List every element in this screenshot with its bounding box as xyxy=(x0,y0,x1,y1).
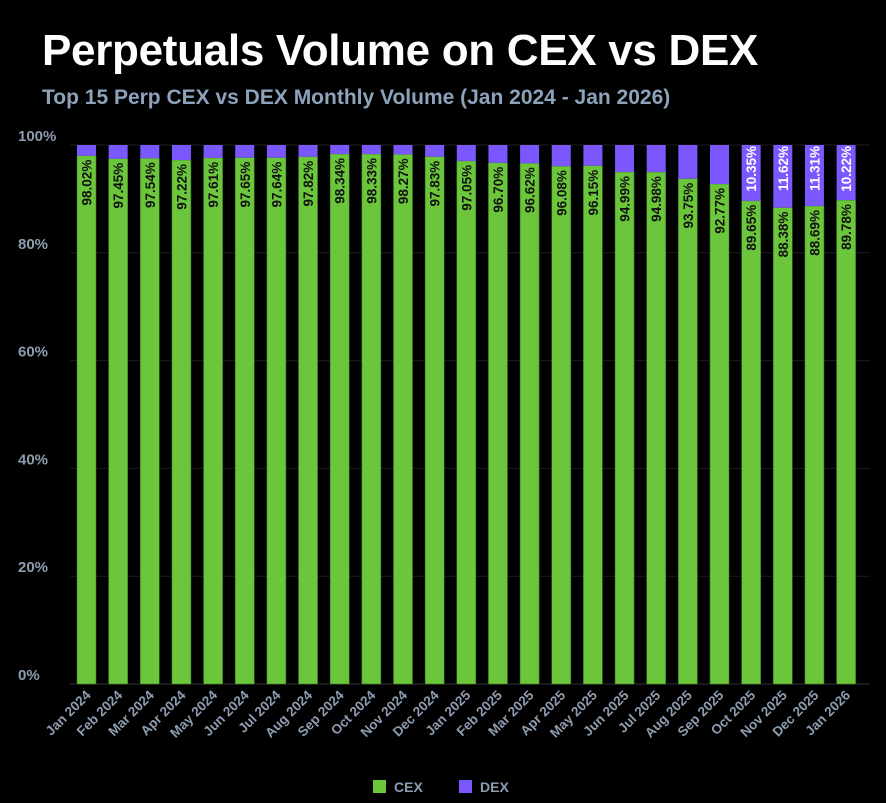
legend-label-cex: CEX xyxy=(394,779,423,795)
bar-dex xyxy=(393,145,413,155)
data-label-cex: 98.34% xyxy=(333,158,348,204)
data-label-cex: 96.62% xyxy=(523,167,538,213)
bar-cex xyxy=(519,162,540,685)
data-label-cex: 89.65% xyxy=(744,205,759,251)
bar-dex xyxy=(235,145,255,158)
bar-dex xyxy=(741,145,761,201)
bar-dex xyxy=(108,145,128,159)
bar-cex xyxy=(456,160,477,685)
data-label-cex: 98.33% xyxy=(364,158,379,204)
bar-dex xyxy=(140,145,160,159)
data-label-cex: 96.15% xyxy=(586,170,601,216)
bar-cex xyxy=(646,171,667,685)
data-label-cex: 97.45% xyxy=(111,163,126,209)
y-tick-label: 80% xyxy=(18,236,48,253)
chart-title: Perpetuals Volume on CEX vs DEX xyxy=(42,26,759,75)
y-tick-label: 60% xyxy=(18,344,48,361)
data-label-dex: 11.31% xyxy=(807,146,822,191)
data-label-dex: 10.35% xyxy=(744,146,759,192)
bar-dex xyxy=(298,145,318,157)
y-tick-label: 40% xyxy=(18,451,48,468)
data-label-cex: 98.02% xyxy=(80,160,95,206)
bar-dex xyxy=(678,145,698,179)
bar-cex xyxy=(772,207,793,685)
bar-cex xyxy=(678,178,698,685)
data-label-cex: 98.27% xyxy=(396,158,411,204)
bar-cex xyxy=(361,153,382,685)
bar-cex xyxy=(108,158,128,685)
data-label-cex: 94.98% xyxy=(649,176,664,222)
bar-dex xyxy=(456,145,476,161)
data-label-cex: 97.82% xyxy=(301,161,316,207)
bar-cex xyxy=(234,157,255,685)
data-label-cex: 88.69% xyxy=(807,210,822,256)
bar-dex xyxy=(361,145,381,155)
data-label-cex: 97.05% xyxy=(459,165,474,211)
bar-dex xyxy=(773,145,793,208)
bar-cex xyxy=(804,205,825,685)
bar-cex xyxy=(583,165,603,685)
data-label-dex: 10.22% xyxy=(839,146,854,192)
legend-swatch-cex xyxy=(373,780,386,793)
data-label-cex: 92.77% xyxy=(713,188,728,234)
legend-swatch-dex xyxy=(459,780,472,793)
data-label-cex: 97.22% xyxy=(174,164,189,210)
bar-cex xyxy=(614,171,635,685)
bar-dex xyxy=(710,145,729,184)
data-label-cex: 96.70% xyxy=(491,167,506,213)
y-tick-label: 20% xyxy=(18,559,48,576)
bar-dex xyxy=(425,145,445,157)
bar-dex xyxy=(520,145,540,164)
bar-cex xyxy=(393,154,413,685)
data-label-cex: 97.65% xyxy=(238,162,253,208)
data-label-cex: 89.78% xyxy=(839,204,854,250)
bar-cex xyxy=(329,153,350,685)
bar-dex xyxy=(583,145,603,166)
bar-cex xyxy=(741,200,761,685)
bar-dex xyxy=(836,145,856,201)
bar-cex xyxy=(709,183,730,685)
data-label-cex: 97.64% xyxy=(269,162,284,208)
data-label-cex: 88.38% xyxy=(776,212,791,258)
bar-cex xyxy=(836,199,856,685)
chart-subtitle: Top 15 Perp CEX vs DEX Monthly Volume (J… xyxy=(42,86,671,109)
bar-cex xyxy=(203,157,223,685)
bar-cex xyxy=(76,155,97,685)
bar-cex xyxy=(298,156,318,685)
bar-dex xyxy=(266,145,286,158)
data-label-cex: 97.61% xyxy=(206,162,221,208)
y-tick-label: 100% xyxy=(18,128,56,145)
bar-dex xyxy=(171,145,191,160)
bar-cex xyxy=(266,157,287,685)
data-label-dex: 11.62% xyxy=(776,146,791,191)
data-label-cex: 97.54% xyxy=(143,162,158,208)
data-label-cex: 96.08% xyxy=(554,170,569,216)
data-label-cex: 97.83% xyxy=(428,161,443,207)
bar-dex xyxy=(646,145,666,173)
bar-cex xyxy=(551,165,572,685)
bar-dex xyxy=(615,145,635,173)
bar-dex xyxy=(330,145,350,154)
bar-cex xyxy=(140,157,160,685)
bar-cex xyxy=(488,162,508,685)
bar-dex xyxy=(551,145,571,167)
data-label-cex: 93.75% xyxy=(681,183,696,229)
y-tick-label: 0% xyxy=(18,667,40,684)
data-label-cex: 94.99% xyxy=(618,176,633,222)
bar-dex xyxy=(804,145,824,206)
bar-dex xyxy=(488,145,508,163)
legend-label-dex: DEX xyxy=(480,779,509,795)
bar-cex xyxy=(424,156,445,685)
bar-cex xyxy=(171,159,192,685)
bar-dex xyxy=(203,145,223,158)
bar-dex xyxy=(77,145,96,156)
